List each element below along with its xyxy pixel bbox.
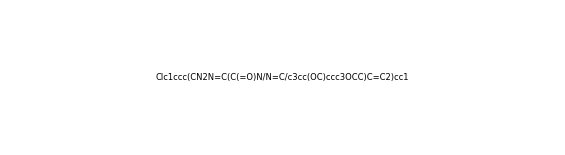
Text: Clc1ccc(CN2N=C(C(=O)N/N=C/c3cc(OC)ccc3OCC)C=C2)cc1: Clc1ccc(CN2N=C(C(=O)N/N=C/c3cc(OC)ccc3OC… [156, 73, 409, 82]
